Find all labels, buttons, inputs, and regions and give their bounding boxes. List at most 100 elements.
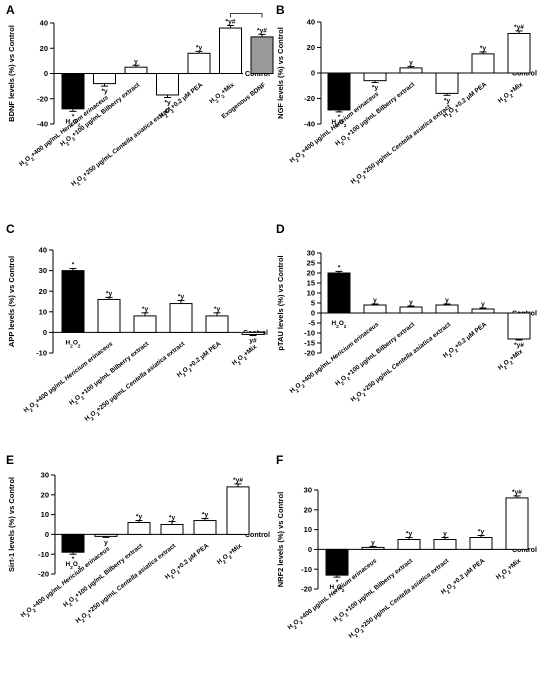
category-label: H2O2+250 μg/mL Centella asiatica extract [350,103,455,188]
category-label: H2O2+Mix [495,557,524,583]
control-label: Control [245,71,270,78]
significance-label: *y# [257,27,267,34]
panel-letter: C [6,222,15,236]
y-tick-label: 30 [307,249,315,258]
y-tick-label: 0 [44,69,48,78]
y-tick-label: -40 [304,120,315,129]
y-tick-label: 0 [45,530,49,539]
y-tick-label: -20 [304,349,315,358]
significance-label: *y [406,531,413,538]
significance-label: *y [196,44,203,51]
significance-label: *y [214,306,221,313]
significance-label: *y# [226,19,236,26]
category-label: H2O2+Mix [497,348,526,374]
y-tick-label: 20 [41,490,49,499]
y-tick-label: 0 [308,545,312,554]
y-tick-label: 30 [304,486,312,495]
y-tick-label: 20 [304,505,312,514]
y-axis-label: APP levels (%) vs Control [7,256,16,347]
y-tick-label: 40 [307,18,315,27]
category-label: H2O2 [332,119,347,129]
y-tick-label: 20 [39,287,47,296]
significance-label: *y [101,88,108,95]
significance-label: *y [480,45,487,52]
bar [133,315,157,333]
y-tick-label: 30 [39,266,47,275]
bar [327,272,351,314]
y-tick-label: -20 [37,94,48,103]
bar [363,72,387,82]
y-tick-label: 10 [39,307,47,316]
y-tick-label: 40 [40,19,48,28]
panel-letter: A [6,3,15,17]
y-tick-label: 20 [307,269,315,278]
y-tick-label: -20 [301,585,312,594]
comparison-bracket [230,13,263,18]
y-tick-label: 0 [43,328,47,337]
y-tick-label: 20 [307,43,315,52]
y-axis-label: NRF2 levels (%) vs Control [276,492,285,587]
bar [505,497,529,550]
significance-label: y [481,301,485,308]
significance-label: y [373,297,377,304]
significance-label: y [104,539,108,546]
significance-label: *y [202,512,209,519]
bar [250,36,274,74]
significance-label: *y [106,290,113,297]
panel-e: E Sirt-1 levels (%) vs Control -20 -10 0 10 20… [6,453,270,625]
y-tick-label: 0 [311,69,315,78]
significance-label: * [338,114,341,121]
y-tick-label: -10 [301,565,312,574]
bar [469,537,493,550]
category-label: H2O2 [66,339,81,349]
significance-label: *y# [233,477,243,484]
y-tick-label: -40 [37,120,48,129]
y-tick-label: -10 [304,329,315,338]
y-tick-label: 15 [307,279,315,288]
significance-label: *y [178,293,185,300]
bar [124,66,148,74]
bar [361,546,385,550]
y-axis-label: NGF levels (%) vs Control [276,27,285,119]
bar [156,73,179,96]
bar [327,72,351,111]
y-tick-label: -20 [38,570,49,579]
category-label: H2O2 [66,118,81,128]
significance-label: *y [478,529,485,536]
y-tick-label: -10 [38,550,49,559]
significance-label: * [72,556,75,563]
bar [97,298,121,333]
bar [219,27,242,74]
significance-label: *y [136,514,143,521]
control-label: Control [512,71,537,78]
bar [435,72,459,94]
y-tick-label: -10 [36,349,47,358]
significance-label: y# [249,337,257,344]
bar [325,548,349,576]
panel-letter: D [276,222,285,236]
panel-letter: F [276,453,283,467]
panel-b: B NGF levels (%) vs Control -40 -20 0 20 40 Con… [276,3,537,188]
category-label: H2O2 [332,320,347,330]
y-tick-label: 10 [41,510,49,519]
y-tick-label: 25 [307,259,315,268]
bar [397,539,421,550]
control-label: Control [512,547,537,554]
significance-label: *y [444,97,451,104]
y-axis-label: Sirt-1 levels (%) vs Control [7,477,16,572]
panel-letter: E [6,453,14,467]
significance-label: *y [164,99,171,106]
control-label: Control [245,532,270,539]
significance-label: * [72,262,75,269]
category-label: H2O2+Mix [497,81,526,107]
significance-label: y [445,297,449,304]
bar [241,331,265,335]
category-label: H2O2 [330,584,345,594]
significance-label: y [443,531,447,538]
significance-label: *y# [512,489,522,496]
category-label: H2O2+Mix [216,542,245,568]
significance-label: *y# [514,342,524,349]
significance-label: * [338,264,341,271]
